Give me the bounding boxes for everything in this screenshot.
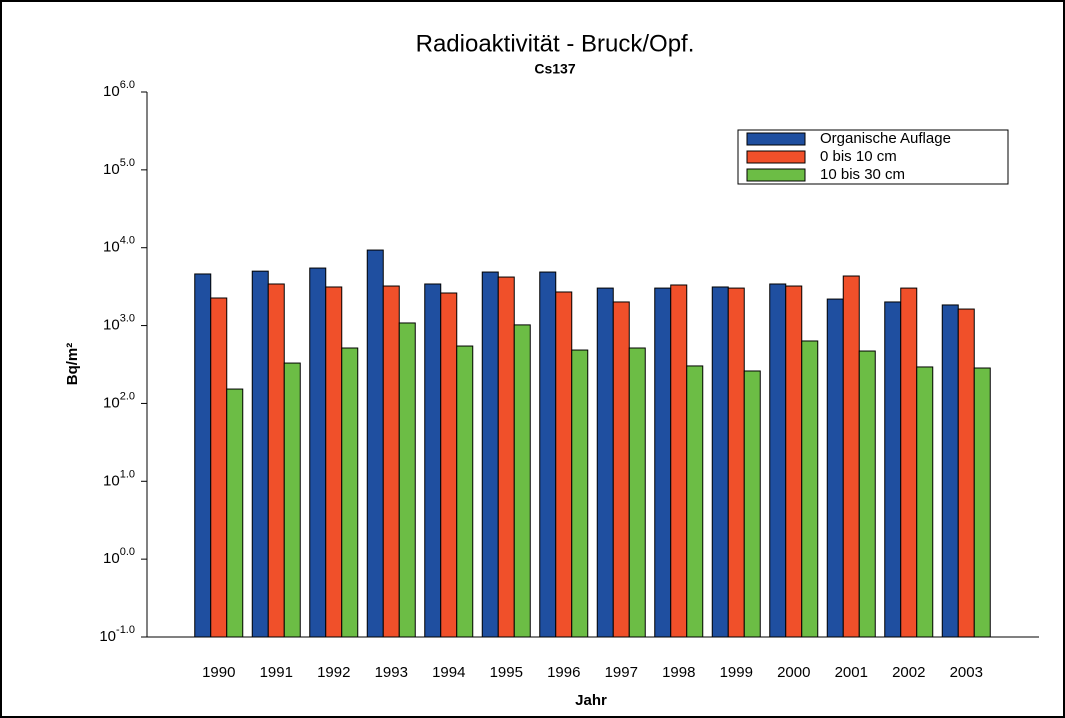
y-tick-label: 105.0 [103,157,135,178]
y-axis-label: Bq/m² [64,343,81,386]
bar [826,298,844,638]
y-tick-base: 10 [99,628,116,645]
y-tick-label: 102.0 [103,390,135,411]
bar [686,365,704,638]
bar [341,347,359,638]
bar [973,367,991,638]
y-tick-label: 106.0 [103,79,135,100]
bar [957,308,975,638]
x-tick-label: 1993 [375,664,408,681]
bar [497,276,515,638]
x-tick-label: 1991 [260,664,293,681]
x-tick-label: 1998 [662,664,695,681]
y-tick-base: 10 [103,472,120,489]
bar [842,275,860,638]
bar [743,370,761,638]
bar [210,297,228,638]
y-tick-label: 100.0 [103,546,135,567]
bar [366,249,384,638]
y-tick-exponent: 2.0 [120,390,135,402]
bar [481,271,499,638]
y-tick-base: 10 [103,161,120,178]
bar [785,285,803,638]
bar [539,271,557,638]
legend-label: 0 bis 10 cm [820,148,897,165]
bar [628,347,646,638]
x-tick-label: 2002 [892,664,925,681]
x-tick-label: 1995 [490,664,523,681]
y-tick-base: 10 [103,239,120,256]
bar [555,291,573,638]
bar [612,301,630,638]
bar [251,270,269,638]
bar [226,388,244,638]
y-tick-exponent: 1.0 [120,468,135,480]
y-tick-exponent: 0.0 [120,546,135,558]
legend-label: 10 bis 30 cm [820,166,905,183]
y-tick-exponent: 3.0 [120,312,135,324]
bar [440,292,458,638]
y-tick-label: 103.0 [103,312,135,333]
bar [769,283,787,638]
x-tick-label: 1990 [202,664,235,681]
legend-label: Organische Auflage [820,130,951,147]
y-tick-exponent: 5.0 [120,157,135,169]
bar [398,322,416,638]
y-tick-exponent: -1.0 [116,624,135,636]
bar [801,340,819,638]
bar [283,362,301,638]
bar [596,287,614,638]
bar [571,349,589,638]
y-tick-label: 101.0 [103,468,135,489]
x-tick-label: 1999 [720,664,753,681]
bar [382,285,400,638]
y-tick-exponent: 4.0 [120,235,135,247]
x-tick-label: 1994 [432,664,465,681]
y-tick-exponent: 6.0 [120,79,135,91]
bar [916,366,934,638]
bar [711,286,729,638]
y-tick-label: 104.0 [103,235,135,256]
legend-swatch [746,150,806,164]
y-tick-base: 10 [103,83,120,100]
bar [727,287,745,638]
chart-subtitle: Cs137 [534,61,575,77]
bar [194,273,212,638]
bar [654,287,672,638]
bar [456,345,474,638]
x-tick-label: 2001 [835,664,868,681]
bar [309,267,327,638]
chart-title: Radioaktivität - Bruck/Opf. [416,30,695,57]
bar [267,283,285,638]
bar [900,287,918,638]
legend-swatch [746,132,806,146]
legend-swatch [746,168,806,182]
y-tick-base: 10 [103,550,120,567]
x-tick-label: 2003 [950,664,983,681]
bar [513,324,531,638]
y-tick-base: 10 [103,394,120,411]
bar [424,283,442,638]
y-tick-base: 10 [103,317,120,334]
x-tick-label: 1992 [317,664,350,681]
bar [858,350,876,638]
x-tick-label: 2000 [777,664,810,681]
bar [325,286,343,638]
x-tick-label: 1997 [605,664,638,681]
bar [941,304,959,638]
bar [670,284,688,638]
y-tick-label: 10-1.0 [99,624,135,645]
x-tick-label: 1996 [547,664,580,681]
bar [884,301,902,638]
x-axis-label: Jahr [575,692,607,709]
